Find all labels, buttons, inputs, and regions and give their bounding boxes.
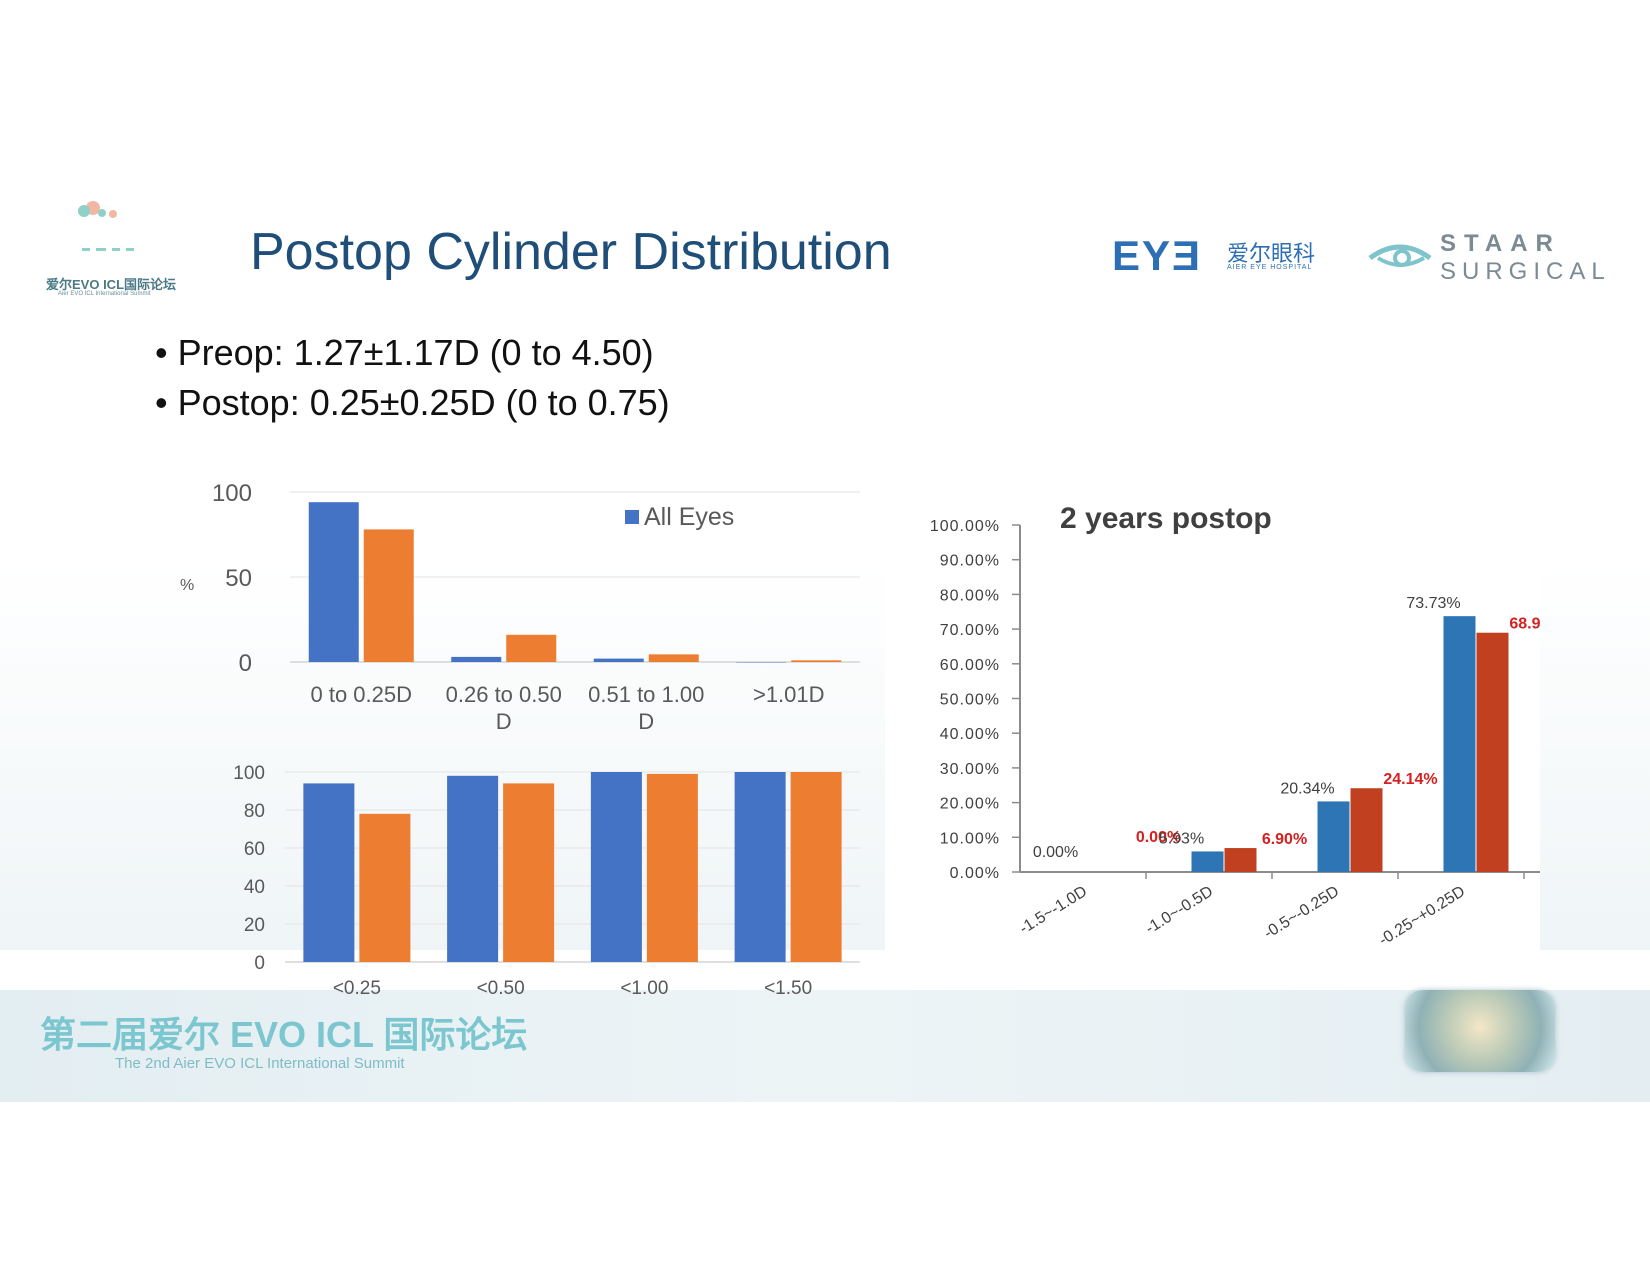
bar	[646, 773, 698, 962]
bar	[734, 772, 786, 962]
data-label: 24.14%	[1383, 771, 1437, 788]
x-tick-label: >1.01D	[753, 682, 825, 707]
data-label: 0.00%	[1136, 829, 1181, 846]
summit-logo-icon	[78, 201, 134, 251]
y-tick-label: 0	[239, 650, 252, 677]
data-label: 5.93%	[1159, 830, 1204, 847]
x-tick-label: -1.0~-0.5D	[1143, 883, 1217, 938]
data-label: 6.90%	[1262, 831, 1307, 848]
bar	[308, 502, 359, 662]
y-tick-label: 50	[225, 565, 252, 592]
y-tick-label: 50.00%	[940, 692, 1000, 709]
x-tick-label: D	[496, 709, 512, 734]
bar	[648, 654, 699, 662]
y-axis-label: %	[180, 577, 194, 594]
footer-title-cn: 第二届爱尔 EVO ICL 国际论坛	[40, 1014, 528, 1055]
chart-2-years-postop: 2 years postop 0.00% 10.00% 20.00% 30.00% 40.…	[930, 502, 1650, 949]
data-label: 20.34%	[1280, 780, 1334, 797]
bullet-preop-text: Preop: 1.27±1.17D (0 to 4.50)	[177, 332, 654, 373]
bullet-postop-text: Postop: 0.25±0.25D (0 to 0.75)	[177, 382, 670, 423]
bar	[447, 775, 499, 962]
bullet-preop: • Preop: 1.27±1.17D (0 to 4.50)	[155, 332, 654, 373]
y-tick-label: 40.00%	[940, 726, 1000, 743]
y-tick-label: 10.00%	[940, 830, 1000, 847]
page-title: Postop Cylinder Distribution	[250, 223, 892, 281]
y-tick-label: 40	[244, 877, 265, 898]
x-tick-label: -0.5~-0.25D	[1261, 883, 1342, 942]
footer-lens-image	[1405, 990, 1555, 1072]
x-tick-label: -0.25~+0.25D	[1376, 883, 1468, 949]
x-tick-label: D	[638, 709, 654, 734]
bullet-postop: • Postop: 0.25±0.25D (0 to 0.75)	[155, 382, 670, 423]
bar	[1191, 851, 1224, 872]
x-tick-label: 0.51 to 1.00	[588, 682, 704, 707]
staar-logo: STAAR SURGICAL	[1368, 228, 1608, 288]
y-tick-label: 100	[212, 480, 252, 507]
staar-logo-line1: STAAR	[1440, 230, 1561, 257]
y-tick-label: 100	[233, 763, 265, 784]
footer-band	[0, 990, 1650, 1102]
legend-swatch	[625, 510, 639, 524]
x-tick-label: <1.00	[620, 978, 668, 999]
y-tick-label: 100.00%	[930, 518, 1000, 535]
bar	[736, 662, 787, 663]
y-tick-label: 80	[244, 801, 265, 822]
y-tick-label: 60.00%	[940, 657, 1000, 674]
y-tick-label: 80.00%	[940, 587, 1000, 604]
data-label: 73.73%	[1406, 595, 1460, 612]
bar	[303, 783, 355, 962]
legend-label: All Eyes	[644, 503, 734, 531]
data-label: 0.00%	[1033, 844, 1078, 861]
bar	[790, 772, 842, 962]
bar	[590, 772, 642, 962]
bar	[1476, 632, 1509, 872]
y-tick-label: 30.00%	[940, 761, 1000, 778]
x-tick-label: -1.5~-1.0D	[1017, 883, 1091, 938]
bar	[1443, 616, 1476, 872]
y-tick-label: 70.00%	[940, 622, 1000, 639]
x-tick-label: 0.26 to 0.50	[446, 682, 562, 707]
bullet-list: • Preop: 1.27±1.17D (0 to 4.50) • Postop…	[155, 328, 670, 428]
chart-cumulative-cylinder: 0 20 40 60 80 100 <0.25 <0.50 <1.00 <1.50	[233, 763, 860, 999]
footer-title-en: The 2nd Aier EVO ICL International Summi…	[115, 1055, 405, 1072]
y-tick-label: 20.00%	[940, 796, 1000, 813]
staar-logo-line2: SURGICAL	[1440, 258, 1611, 285]
bar	[593, 658, 644, 662]
summit-logo-en: Aier EVO ICL International Summit	[58, 291, 151, 297]
bar	[1317, 801, 1350, 872]
bar	[503, 783, 555, 962]
x-tick-label: <0.25	[333, 978, 381, 999]
y-tick-label: 0.00%	[950, 865, 1000, 882]
x-tick-label: <1.50	[764, 978, 812, 999]
x-tick-label: <0.50	[477, 978, 525, 999]
summit-logo: 爱尔EVO ICL国际论坛 Aier EVO ICL International…	[40, 198, 190, 298]
staar-eye-icon	[1368, 244, 1432, 267]
chart-title: 2 years postop	[1060, 502, 1272, 535]
bar	[791, 660, 842, 662]
data-label: 68.96%	[1509, 616, 1540, 633]
summit-logo-cn: 爱尔EVO ICL国际论坛	[46, 277, 177, 292]
chart3-panel: 2 years postop 0.00% 10.00% 20.00% 30.00% 40.…	[885, 490, 1650, 950]
y-tick-label: 60	[244, 839, 265, 860]
y-tick-label: 20	[244, 915, 265, 936]
bar	[1224, 848, 1257, 872]
aier-eye-logo: EYƎ 爱尔眼科 AIER EYE HOSPITAL	[1112, 232, 1332, 282]
y-tick-label: 0	[254, 953, 265, 974]
bar	[1350, 788, 1383, 872]
bar	[363, 529, 414, 662]
bar	[506, 634, 557, 662]
eye-logo-mark: EYƎ	[1112, 232, 1203, 279]
eye-logo-en: AIER EYE HOSPITAL	[1227, 264, 1313, 271]
bar	[451, 656, 502, 662]
y-tick-label: 90.00%	[940, 553, 1000, 570]
bar	[359, 813, 411, 962]
eye-logo-cn: 爱尔眼科	[1227, 242, 1316, 267]
x-tick-label: 0 to 0.25D	[310, 682, 412, 707]
